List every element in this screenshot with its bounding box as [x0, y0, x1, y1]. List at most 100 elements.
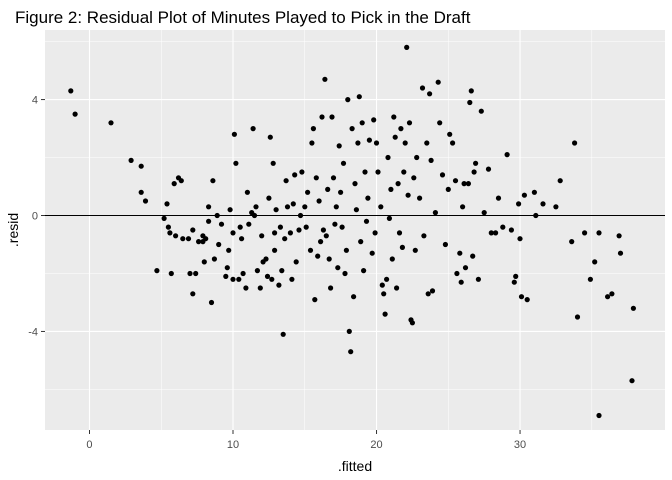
data-point: [108, 120, 114, 126]
data-point: [406, 120, 413, 126]
data-point: [372, 230, 378, 236]
data-point: [142, 198, 149, 204]
data-point: [582, 230, 588, 236]
data-point: [398, 126, 404, 132]
data-point: [470, 253, 476, 259]
data-point: [328, 285, 334, 291]
data-point: [263, 256, 269, 262]
data-point: [276, 282, 282, 288]
data-point: [382, 311, 388, 317]
data-point: [465, 181, 471, 187]
data-point: [279, 268, 285, 274]
data-point: [629, 378, 635, 384]
data-point: [342, 270, 348, 277]
data-point: [574, 314, 581, 320]
data-point: [587, 276, 594, 282]
data-point: [355, 140, 361, 146]
data-point: [442, 241, 448, 248]
data-point: [323, 233, 329, 239]
data-point: [267, 134, 273, 140]
data-point: [161, 215, 167, 221]
data-point: [352, 181, 358, 187]
data-point: [164, 201, 170, 207]
data-point: [210, 178, 216, 184]
data-point: [450, 140, 456, 146]
data-point: [473, 160, 479, 166]
data-point: [630, 305, 637, 311]
y-axis-ticks: -4 0 4: [28, 95, 45, 338]
data-point: [516, 201, 522, 207]
data-point: [467, 99, 473, 106]
data-point: [233, 160, 239, 166]
data-point: [218, 221, 225, 227]
data-point: [417, 195, 423, 201]
data-point: [609, 291, 615, 297]
data-point: [237, 224, 243, 230]
data-point: [203, 236, 209, 242]
data-point: [325, 186, 331, 192]
data-point: [313, 175, 319, 181]
data-point: [250, 126, 256, 132]
data-point: [320, 227, 326, 233]
data-point: [358, 239, 364, 245]
data-point: [168, 270, 174, 277]
data-point: [68, 88, 74, 94]
data-point: [468, 88, 474, 94]
data-point: [401, 169, 407, 175]
data-point: [572, 140, 578, 146]
data-point: [178, 178, 184, 184]
data-point: [429, 288, 436, 294]
data-point: [333, 204, 339, 210]
data-point: [240, 270, 246, 277]
data-point: [167, 230, 173, 236]
data-point: [394, 285, 400, 291]
data-point: [223, 273, 229, 279]
data-point: [206, 204, 212, 210]
data-point: [310, 126, 316, 132]
data-point: [414, 154, 420, 161]
data-point: [557, 178, 563, 184]
data-point: [366, 137, 372, 143]
data-point: [345, 97, 351, 103]
data-point: [259, 233, 265, 239]
data-point: [326, 256, 332, 262]
data-point: [411, 175, 417, 181]
data-point: [253, 204, 259, 210]
data-point: [349, 126, 355, 132]
data-point: [437, 120, 443, 126]
data-point: [475, 276, 481, 282]
data-point: [266, 195, 272, 201]
data-point: [208, 299, 215, 306]
data-point: [264, 273, 271, 279]
data-point: [513, 273, 519, 279]
data-point: [330, 175, 337, 181]
data-point: [282, 236, 288, 242]
data-point: [409, 320, 415, 326]
data-point: [517, 236, 523, 242]
data-point: [395, 181, 401, 187]
data-point: [524, 297, 530, 303]
data-point: [171, 181, 177, 187]
data-point: [244, 189, 250, 195]
data-point: [458, 279, 464, 285]
data-point: [365, 195, 371, 201]
chart-title: Figure 2: Residual Plot of Minutes Playe…: [15, 8, 471, 27]
data-point: [224, 265, 230, 271]
data-point: [461, 181, 467, 187]
data-point: [478, 108, 484, 114]
data-point: [381, 291, 387, 297]
data-points: [68, 44, 637, 419]
data-point: [425, 291, 431, 297]
data-point: [231, 131, 237, 137]
data-point: [280, 331, 286, 337]
data-point: [338, 189, 344, 195]
data-point: [371, 117, 377, 123]
data-point: [391, 114, 397, 120]
data-point: [454, 270, 460, 277]
data-point: [518, 294, 525, 300]
data-point: [373, 140, 380, 146]
data-point: [432, 210, 438, 216]
data-point: [216, 241, 222, 248]
data-point: [385, 154, 391, 161]
data-point: [201, 259, 207, 265]
